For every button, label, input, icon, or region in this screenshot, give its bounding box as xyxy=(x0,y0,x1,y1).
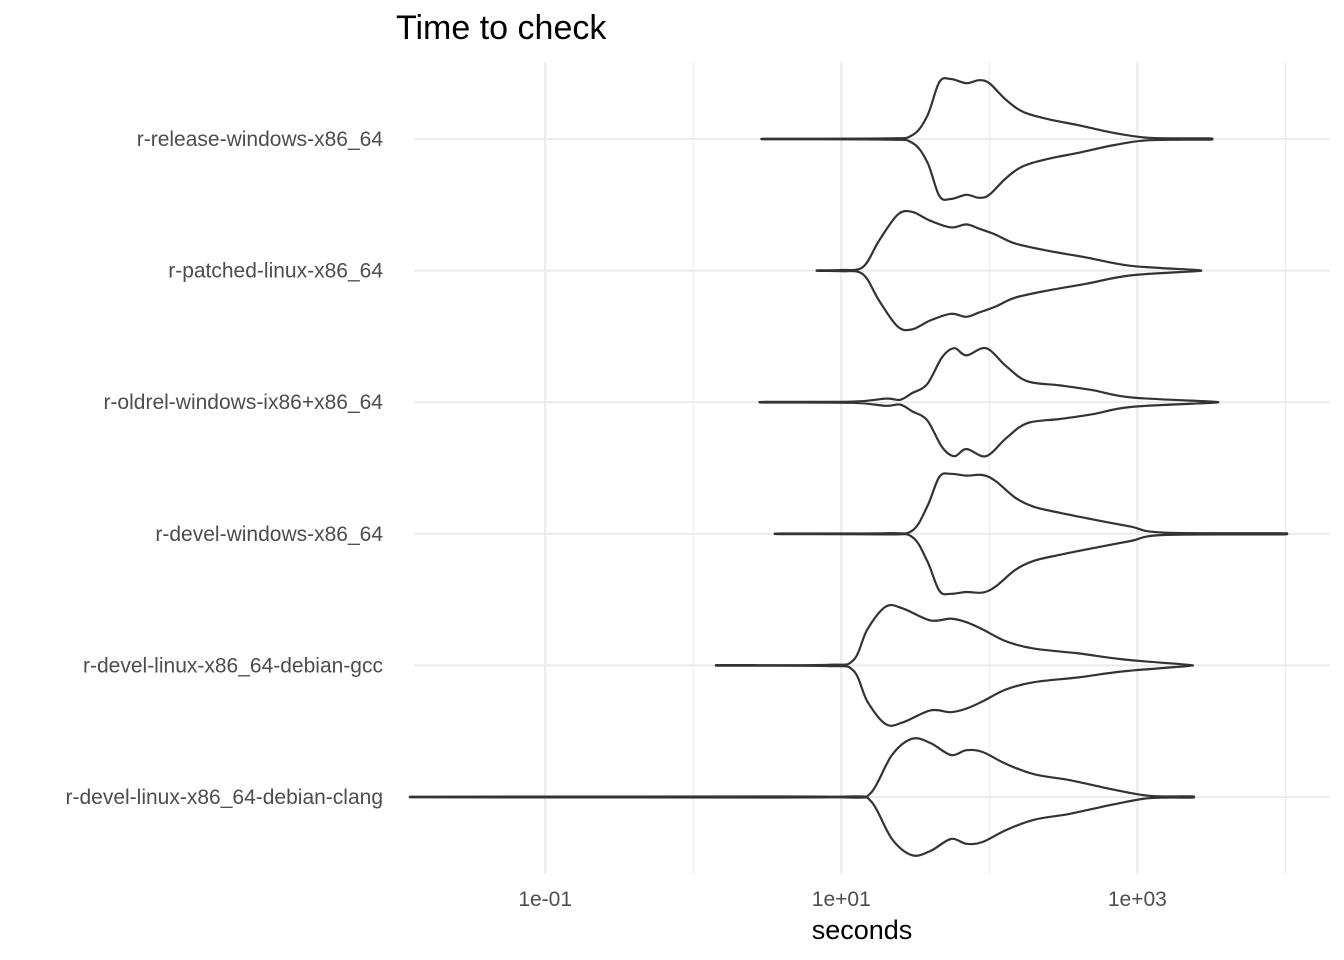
x-axis-tick-labels: 1e-01 1e+01 1e+03 xyxy=(518,888,1167,911)
violin-r-devel-linux-x86_64-debian-clang xyxy=(408,737,1196,857)
chart-title: Time to check xyxy=(396,9,607,47)
violins xyxy=(408,77,1289,857)
y-tick-label: r-release-windows-x86_64 xyxy=(137,128,384,151)
violin-r-patched-linux-x86_64 xyxy=(815,209,1203,332)
y-axis-tick-labels: r-release-windows-x86_64 r-patched-linux-… xyxy=(65,128,383,809)
y-tick-label: r-patched-linux-x86_64 xyxy=(168,260,383,283)
y-tick-label: r-devel-windows-x86_64 xyxy=(155,523,383,546)
plot-grid xyxy=(414,62,1330,874)
violin-r-oldrel-windows-ix86+x86_64 xyxy=(758,346,1220,458)
violin-r-devel-windows-x86_64 xyxy=(773,472,1289,596)
x-axis-label: seconds xyxy=(812,915,913,945)
x-tick-label: 1e+01 xyxy=(812,888,871,911)
y-tick-label: r-devel-linux-x86_64-debian-clang xyxy=(65,786,383,809)
x-tick-label: 1e-01 xyxy=(518,888,572,911)
y-tick-label: r-oldrel-windows-ix86+x86_64 xyxy=(103,391,383,414)
x-tick-label: 1e+03 xyxy=(1108,888,1167,911)
violin-r-devel-linux-x86_64-debian-gcc xyxy=(714,603,1194,727)
violin-r-release-windows-x86_64 xyxy=(760,77,1214,201)
y-tick-label: r-devel-linux-x86_64-debian-gcc xyxy=(83,654,383,677)
